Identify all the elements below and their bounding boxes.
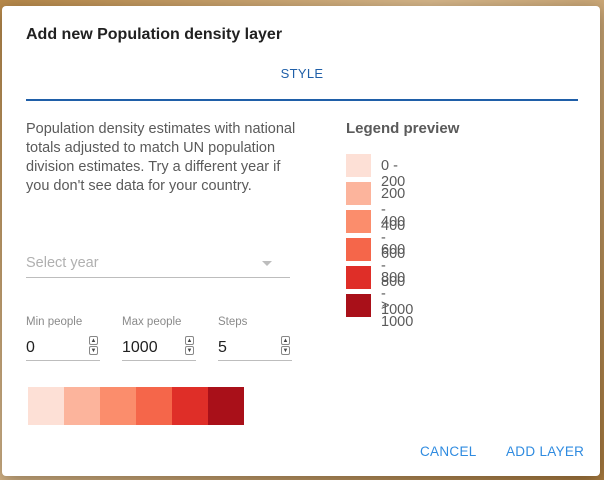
legend-swatch [346,266,371,289]
cancel-button[interactable]: CANCEL [420,444,477,459]
layer-description: Population density estimates with nation… [26,121,296,194]
year-select[interactable]: Select year [26,251,290,278]
legend-label: > 1000 [381,298,414,330]
min-people-input[interactable]: 0 ▲ ▼ [26,336,100,361]
add-layer-button[interactable]: ADD LAYER [506,444,585,459]
ramp-swatch [172,387,208,425]
min-people-value: 0 [26,339,35,356]
legend-label: 800 - 1000 [381,270,414,318]
legend-label: 600 - 800 [381,242,406,290]
max-people-field: Max people 1000 ▲ ▼ [122,316,196,361]
legend-label: 400 - 600 [381,214,406,262]
spin-down-icon[interactable]: ▼ [89,346,98,355]
min-people-spinner[interactable]: ▲ ▼ [89,336,98,356]
legend-swatch [346,154,371,177]
ramp-swatch [64,387,100,425]
legend-swatch [346,238,371,261]
steps-value: 5 [218,339,227,356]
ramp-swatch [100,387,136,425]
min-people-label: Min people [26,316,83,328]
max-people-input[interactable]: 1000 ▲ ▼ [122,336,196,361]
ramp-swatch [208,387,244,425]
steps-spinner[interactable]: ▲ ▼ [281,336,290,356]
steps-label: Steps [218,316,248,328]
legend-label: 0 - 200 [381,158,406,190]
dropdown-arrow-icon [262,261,272,266]
steps-input[interactable]: 5 ▲ ▼ [218,336,292,361]
steps-field: Steps 5 ▲ ▼ [218,316,292,361]
color-ramp-picker[interactable] [28,387,244,425]
spin-down-icon[interactable]: ▼ [281,346,290,355]
legend-swatch [346,210,371,233]
max-people-spinner[interactable]: ▲ ▼ [185,336,194,356]
year-select-placeholder: Select year [26,255,99,271]
dialog-title: Add new Population density layer [26,26,283,43]
add-layer-dialog: Add new Population density layer STYLE P… [2,6,600,476]
spin-up-icon[interactable]: ▲ [89,336,98,345]
max-people-value: 1000 [122,339,158,356]
legend-swatch [346,294,371,317]
legend-label: 200 - 400 [381,186,406,234]
spin-up-icon[interactable]: ▲ [281,336,290,345]
max-people-label: Max people [122,316,182,328]
legend-preview-title: Legend preview [346,120,460,137]
spin-up-icon[interactable]: ▲ [185,336,194,345]
min-people-field: Min people 0 ▲ ▼ [26,316,100,361]
spin-down-icon[interactable]: ▼ [185,346,194,355]
legend-swatch [346,182,371,205]
ramp-swatch [136,387,172,425]
tab-style[interactable]: STYLE [26,62,578,101]
ramp-swatch [28,387,64,425]
